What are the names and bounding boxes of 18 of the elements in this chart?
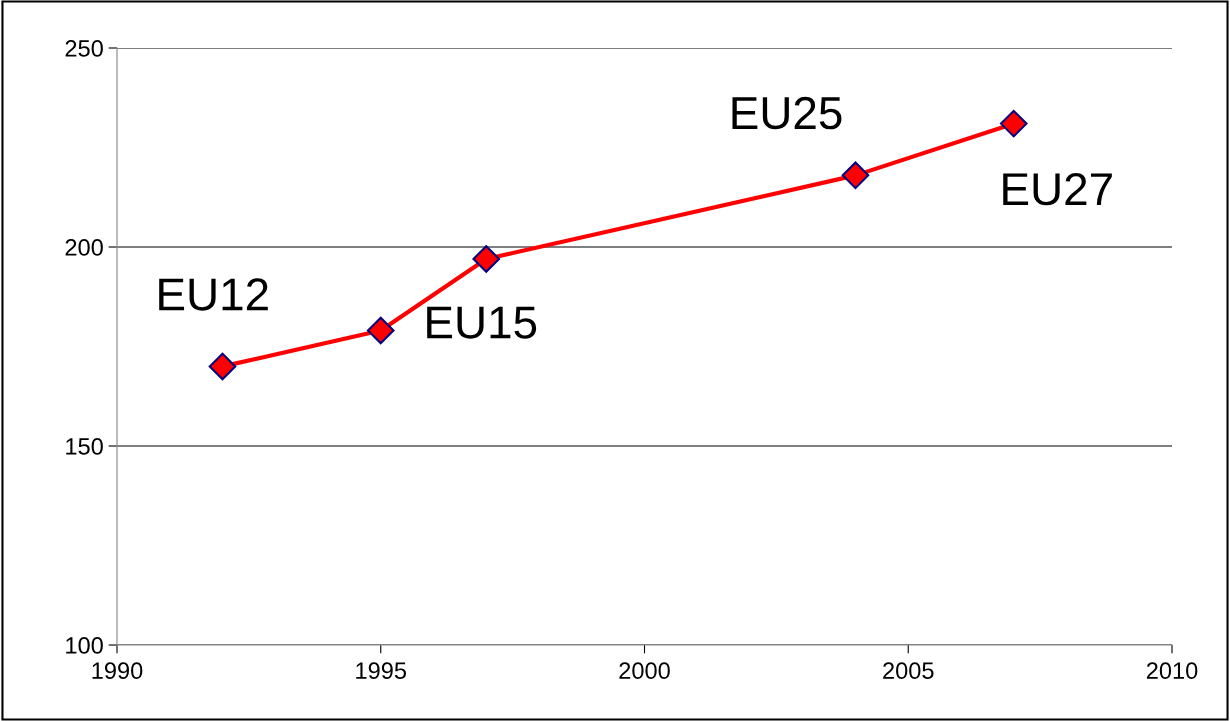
y-tick-label: 100 — [66, 637, 103, 654]
annotation: EU25 — [732, 96, 842, 130]
y-tick-label: 200 — [65, 239, 103, 256]
point — [841, 161, 870, 190]
y-tick-label: 150 — [66, 438, 103, 455]
annotation: EU15 — [427, 306, 537, 339]
x-tick-label: 1990 — [92, 662, 143, 680]
x-tick-label: 1995 — [356, 662, 407, 680]
point — [366, 316, 395, 345]
x-tick-label: 2000 — [619, 662, 670, 680]
x-tick-label: 2010 — [1146, 662, 1198, 680]
point — [472, 245, 501, 273]
annotation: EU27 — [1003, 172, 1112, 206]
x-tick-label: 2005 — [883, 662, 934, 680]
annotation: EU12 — [159, 278, 268, 311]
point — [208, 352, 237, 381]
y-tick-label: 250 — [65, 40, 103, 57]
point — [999, 109, 1028, 138]
